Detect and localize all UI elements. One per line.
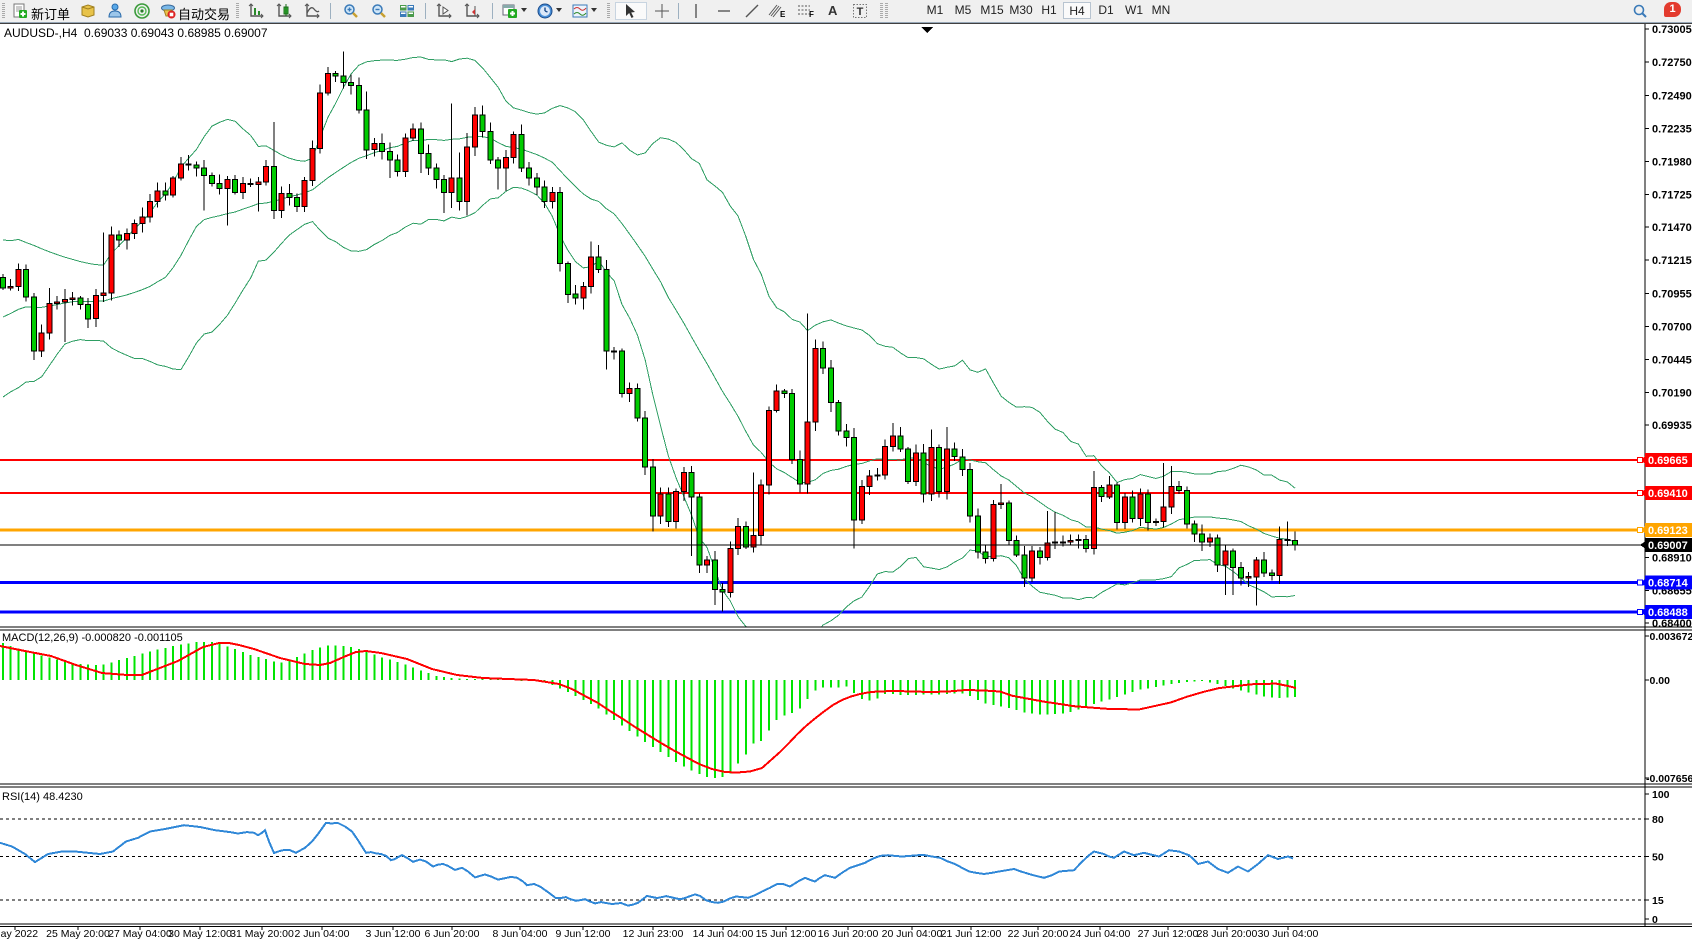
svg-text:22 Jun 20:00: 22 Jun 20:00 — [1008, 928, 1069, 939]
svg-text:0.70190: 0.70190 — [1652, 387, 1692, 399]
svg-text:15: 15 — [1652, 895, 1664, 907]
svg-text:16 Jun 20:00: 16 Jun 20:00 — [818, 928, 879, 939]
svg-text:0.72750: 0.72750 — [1652, 57, 1692, 69]
svg-text:30 Jun 04:00: 30 Jun 04:00 — [1258, 928, 1319, 939]
svg-text:0: 0 — [1652, 914, 1658, 926]
svg-text:MACD(12,26,9) -0.000820 -0.001: MACD(12,26,9) -0.000820 -0.001105 — [2, 632, 183, 644]
svg-text:8 Jun 04:00: 8 Jun 04:00 — [493, 928, 548, 939]
svg-text:27 May 04:00: 27 May 04:00 — [108, 928, 172, 939]
svg-text:0.71980: 0.71980 — [1652, 156, 1692, 168]
svg-text:0.003672: 0.003672 — [1650, 631, 1692, 643]
svg-text:31 May 20:00: 31 May 20:00 — [230, 928, 294, 939]
svg-text:RSI(14) 48.4230: RSI(14) 48.4230 — [2, 791, 83, 803]
svg-text:AUDUSD-,H4 0.69033 0.69043 0.: AUDUSD-,H4 0.69033 0.69043 0.68985 0.690… — [4, 26, 268, 40]
svg-text:0.69410: 0.69410 — [1648, 488, 1688, 500]
svg-text:9 Jun 12:00: 9 Jun 12:00 — [556, 928, 611, 939]
svg-text:T: T — [857, 6, 864, 18]
svg-text:0.68400: 0.68400 — [1652, 618, 1692, 630]
svg-text:25 May 20:00: 25 May 20:00 — [46, 928, 110, 939]
svg-text:0.69123: 0.69123 — [1648, 525, 1688, 537]
svg-text:0.69935: 0.69935 — [1652, 420, 1692, 432]
svg-text:0.00: 0.00 — [1650, 675, 1671, 687]
svg-text:May 2022: May 2022 — [0, 928, 38, 939]
svg-text:12 Jun 23:00: 12 Jun 23:00 — [623, 928, 684, 939]
svg-text:-0.007656: -0.007656 — [1646, 773, 1692, 785]
svg-text:14 Jun 04:00: 14 Jun 04:00 — [693, 928, 754, 939]
svg-text:0.69665: 0.69665 — [1648, 455, 1688, 467]
svg-text:100: 100 — [1652, 789, 1670, 801]
svg-text:0.72490: 0.72490 — [1652, 91, 1692, 103]
svg-text:0.69007: 0.69007 — [1648, 540, 1688, 552]
svg-text:0.68488: 0.68488 — [1648, 607, 1688, 619]
svg-text:0.71215: 0.71215 — [1652, 255, 1692, 267]
svg-text:6 Jun 20:00: 6 Jun 20:00 — [425, 928, 480, 939]
svg-text:15 Jun 12:00: 15 Jun 12:00 — [756, 928, 817, 939]
svg-text:27 Jun 12:00: 27 Jun 12:00 — [1138, 928, 1199, 939]
svg-text:24 Jun 04:00: 24 Jun 04:00 — [1070, 928, 1131, 939]
svg-text:0.68910: 0.68910 — [1652, 552, 1692, 564]
svg-text:3 Jun 12:00: 3 Jun 12:00 — [366, 928, 421, 939]
svg-text:0.72235: 0.72235 — [1652, 124, 1692, 136]
svg-text:0.73005: 0.73005 — [1652, 24, 1692, 36]
svg-text:50: 50 — [1652, 852, 1664, 864]
svg-text:30 May 12:00: 30 May 12:00 — [168, 928, 232, 939]
svg-text:28 Jun 20:00: 28 Jun 20:00 — [1197, 928, 1258, 939]
svg-text:0.70955: 0.70955 — [1652, 289, 1692, 301]
svg-text:0.70445: 0.70445 — [1652, 354, 1692, 366]
svg-text:2 Jun 04:00: 2 Jun 04:00 — [295, 928, 350, 939]
svg-text:21 Jun 12:00: 21 Jun 12:00 — [941, 928, 1002, 939]
svg-text:80: 80 — [1652, 814, 1664, 826]
svg-text:0.68714: 0.68714 — [1648, 578, 1689, 590]
svg-text:20 Jun 04:00: 20 Jun 04:00 — [882, 928, 943, 939]
svg-text:0.70700: 0.70700 — [1652, 322, 1692, 334]
svg-text:0.71470: 0.71470 — [1652, 222, 1692, 234]
svg-text:0.71725: 0.71725 — [1652, 189, 1692, 201]
